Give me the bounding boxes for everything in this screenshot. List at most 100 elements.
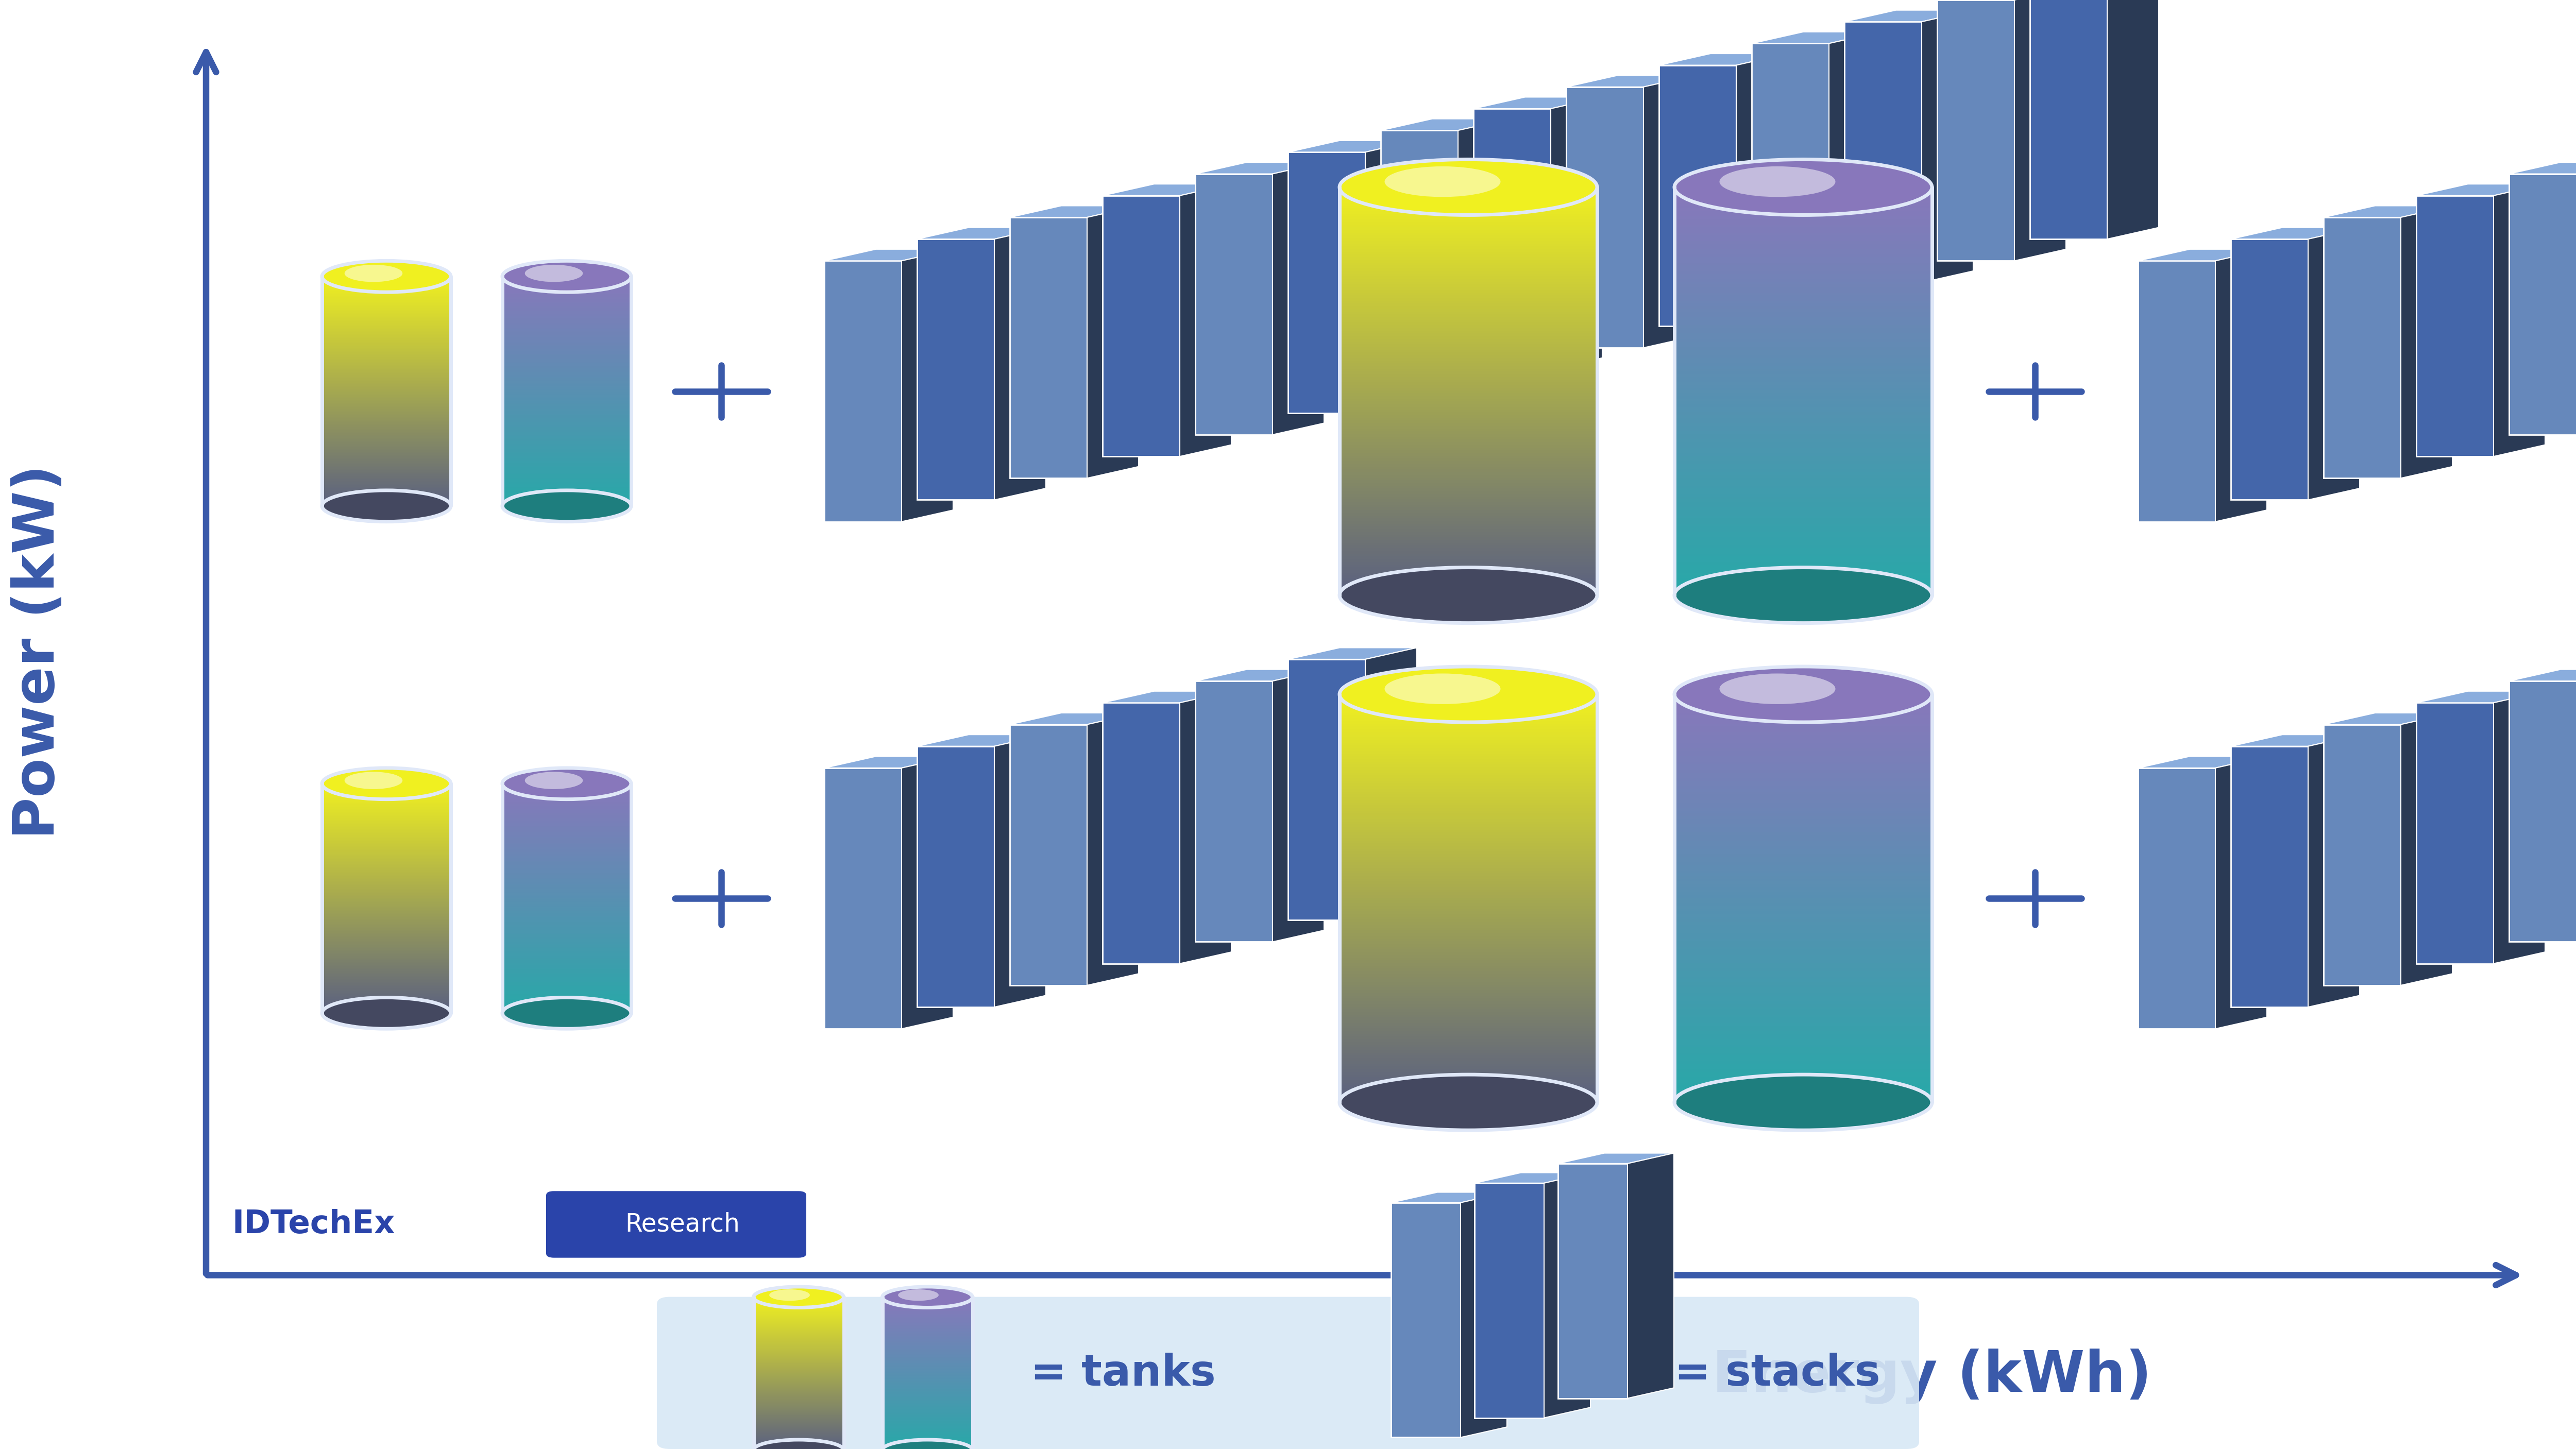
Bar <box>881 1437 974 1439</box>
FancyBboxPatch shape <box>546 1191 806 1258</box>
Bar <box>881 1300 974 1301</box>
Bar <box>502 784 631 787</box>
Bar <box>1340 849 1597 852</box>
Bar <box>1340 445 1597 448</box>
Bar <box>502 306 631 309</box>
Bar <box>322 503 451 504</box>
Bar <box>502 923 631 926</box>
Bar <box>502 848 631 849</box>
Bar <box>1674 1023 1932 1026</box>
Bar <box>1674 358 1932 361</box>
Bar <box>502 935 631 936</box>
Bar <box>322 842 451 845</box>
Bar <box>322 414 451 417</box>
Bar <box>1674 952 1932 955</box>
Bar <box>1340 1029 1597 1032</box>
Bar <box>1340 827 1597 830</box>
Ellipse shape <box>526 772 582 790</box>
Bar <box>1340 456 1597 459</box>
Bar <box>1674 309 1932 313</box>
Bar <box>322 293 451 294</box>
Bar <box>1340 993 1597 997</box>
Bar <box>1340 884 1597 887</box>
Bar <box>1340 398 1597 403</box>
Bar <box>322 965 451 968</box>
Bar <box>322 469 451 472</box>
Bar <box>1340 964 1597 966</box>
Bar <box>1340 320 1597 323</box>
Bar <box>322 355 451 358</box>
Bar <box>1340 698 1597 703</box>
Bar <box>322 487 451 490</box>
Text: = tanks: = tanks <box>1030 1353 1216 1394</box>
Bar <box>502 977 631 980</box>
Bar <box>1340 407 1597 410</box>
Bar <box>1340 413 1597 416</box>
Bar <box>1340 772 1597 777</box>
Bar <box>755 1366 845 1368</box>
Bar <box>1674 194 1932 199</box>
Bar <box>1340 917 1597 920</box>
Bar <box>322 422 451 423</box>
Bar <box>1674 519 1932 522</box>
Polygon shape <box>1381 119 1510 130</box>
Bar <box>881 1388 974 1390</box>
Bar <box>881 1397 974 1398</box>
Bar <box>502 1009 631 1010</box>
Bar <box>881 1442 974 1445</box>
Bar <box>755 1445 845 1446</box>
Bar <box>502 320 631 322</box>
Bar <box>1674 1097 1932 1100</box>
Bar <box>322 1001 451 1004</box>
Bar <box>1340 716 1597 719</box>
Bar <box>881 1377 974 1378</box>
Bar <box>1340 213 1597 217</box>
Bar <box>1340 317 1597 320</box>
Bar <box>322 380 451 383</box>
Bar <box>502 419 631 420</box>
Bar <box>1340 238 1597 242</box>
Bar <box>1674 701 1932 706</box>
Bar <box>881 1332 974 1333</box>
Bar <box>502 488 631 491</box>
Polygon shape <box>2416 184 2545 196</box>
Bar <box>755 1307 845 1310</box>
Bar <box>502 880 631 881</box>
Bar <box>1674 485 1932 490</box>
Bar <box>502 298 631 301</box>
Bar <box>881 1413 974 1414</box>
Bar <box>755 1343 845 1345</box>
Polygon shape <box>1010 217 1087 478</box>
Bar <box>1674 377 1932 380</box>
Bar <box>502 323 631 326</box>
Bar <box>1674 393 1932 397</box>
Bar <box>755 1401 845 1403</box>
Bar <box>1674 909 1932 911</box>
Bar <box>502 938 631 940</box>
Bar <box>755 1439 845 1440</box>
Bar <box>502 993 631 995</box>
Bar <box>1340 507 1597 511</box>
Bar <box>881 1327 974 1329</box>
Bar <box>322 426 451 427</box>
Polygon shape <box>2308 735 2360 1007</box>
Bar <box>322 488 451 491</box>
Bar <box>322 946 451 949</box>
Bar <box>1340 454 1597 456</box>
Bar <box>502 313 631 314</box>
Bar <box>755 1345 845 1348</box>
Bar <box>322 440 451 443</box>
Bar <box>1340 765 1597 768</box>
Bar <box>755 1313 845 1314</box>
Bar <box>1674 1091 1932 1094</box>
Polygon shape <box>1288 152 1365 413</box>
Bar <box>1340 469 1597 472</box>
Bar <box>755 1419 845 1420</box>
Bar <box>502 293 631 294</box>
Bar <box>1674 977 1932 980</box>
Bar <box>502 425 631 426</box>
Bar <box>1340 723 1597 727</box>
Bar <box>1340 235 1597 239</box>
Bar <box>1674 209 1932 212</box>
Bar <box>1674 390 1932 394</box>
